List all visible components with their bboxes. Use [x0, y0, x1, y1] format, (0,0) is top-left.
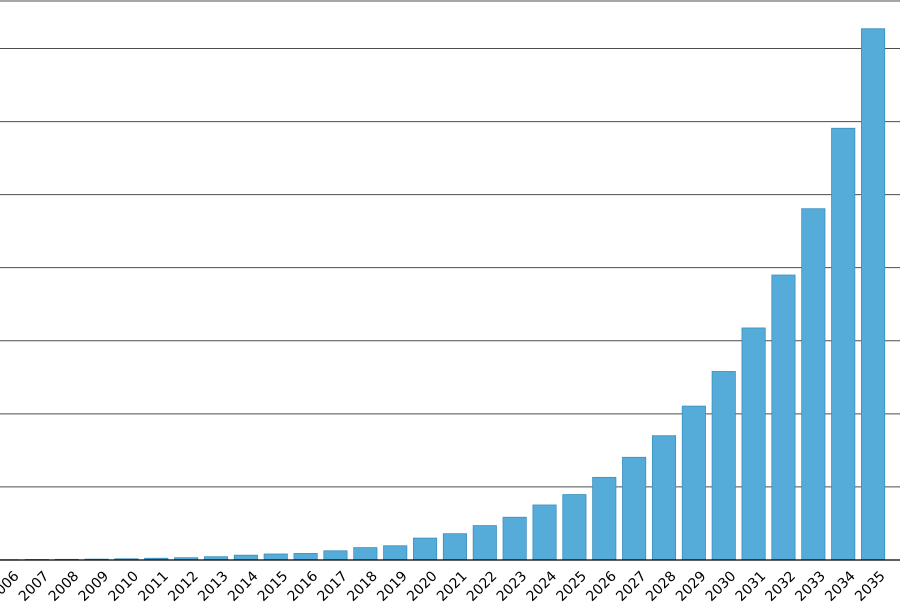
- x-tick-label: 2035: [852, 568, 889, 605]
- bar-2029: [681, 405, 706, 561]
- x-tick-label: 2033: [792, 568, 829, 605]
- x-tick-label: 2021: [434, 568, 471, 605]
- x-tick-labels: 2006200720082009201020112012201320142015…: [0, 568, 889, 605]
- x-tick-label: 2025: [553, 568, 590, 605]
- bar-2025: [562, 494, 587, 561]
- bar-2022: [472, 525, 497, 561]
- grid-lines: [0, 0, 900, 561]
- bar-2015: [263, 553, 288, 561]
- bar-2014: [233, 554, 258, 561]
- x-tick-label: 2032: [763, 568, 800, 605]
- bar-2028: [651, 435, 677, 561]
- bar-2016: [293, 553, 318, 561]
- bar-2020: [413, 537, 438, 561]
- x-tick-label: 2019: [374, 568, 411, 605]
- x-tick-label: 2014: [225, 568, 262, 605]
- bar-2024: [532, 504, 557, 561]
- bar-2030: [711, 371, 736, 561]
- bar-2034: [831, 127, 856, 561]
- x-tick-label: 2024: [524, 568, 561, 605]
- bar-2026: [592, 476, 617, 561]
- bar-2018: [353, 547, 378, 561]
- x-tick-label: 2012: [165, 568, 202, 605]
- bars: [0, 28, 886, 561]
- x-tick-label: 2016: [285, 568, 322, 605]
- bar-2017: [323, 550, 348, 561]
- x-tick-label: 2018: [344, 568, 381, 605]
- x-tick-label: 2022: [464, 568, 501, 605]
- x-tick-label: 2030: [703, 568, 740, 605]
- x-tick-label: 2031: [733, 568, 770, 605]
- bar-2035: [861, 28, 886, 561]
- x-tick-label: 2034: [822, 568, 859, 605]
- bar-2019: [383, 545, 408, 561]
- x-tick-label: 2006: [0, 568, 23, 605]
- bar-2032: [771, 274, 796, 561]
- x-tick-label: 2027: [613, 568, 650, 605]
- bar-2033: [801, 208, 826, 561]
- x-tick-label: 2011: [135, 568, 172, 605]
- x-tick-label: 2007: [16, 568, 53, 605]
- x-tick-label: 2026: [583, 568, 620, 605]
- bar-2027: [622, 456, 647, 561]
- x-tick-label: 2008: [46, 568, 83, 605]
- x-tick-label: 2028: [643, 568, 680, 605]
- bar-2031: [741, 327, 766, 561]
- x-tick-label: 2009: [76, 568, 113, 605]
- x-tick-label: 2017: [315, 568, 352, 605]
- bar-2021: [442, 533, 467, 561]
- x-tick-label: 2010: [105, 568, 142, 605]
- x-tick-label: 2015: [255, 568, 292, 605]
- x-tick-label: 2029: [673, 568, 710, 605]
- bar-2023: [502, 516, 527, 561]
- x-tick-label: 2023: [494, 568, 531, 605]
- x-tick-label: 2020: [404, 568, 441, 605]
- x-tick-label: 2013: [195, 568, 232, 605]
